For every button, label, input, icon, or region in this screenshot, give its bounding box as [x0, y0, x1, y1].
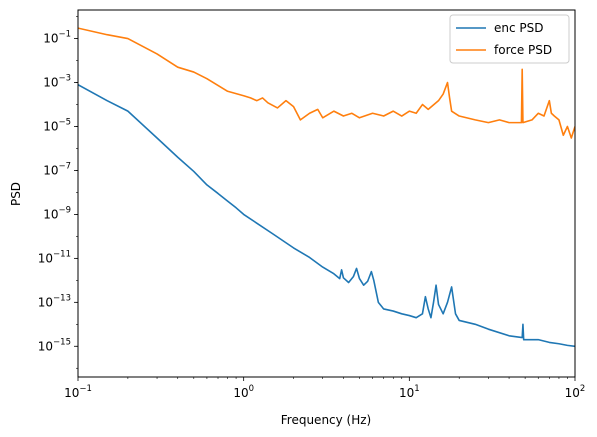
legend-label-enc-psd: enc PSD — [494, 21, 544, 35]
legend: enc PSD force PSD — [449, 14, 570, 64]
y-tick-label-7: 10−15 — [38, 337, 71, 353]
x-tick-label-1: 100 — [233, 384, 254, 400]
y-tick-label-4: 10−9 — [43, 205, 71, 221]
series-line-1 — [78, 27, 575, 139]
plot-area — [78, 10, 575, 377]
y-tick-label-0: 10−1 — [43, 30, 71, 46]
series-line-0 — [78, 83, 575, 348]
x-tick-label-0: 10−1 — [64, 384, 92, 400]
x-tick-label-3: 102 — [565, 384, 586, 400]
y-tick-label-1: 10−3 — [43, 74, 71, 90]
x-axis-label: Frequency (Hz) — [281, 413, 372, 427]
y-tick-label-5: 10−11 — [38, 249, 71, 265]
x-axis: 10−1 100 101 102 — [64, 377, 585, 400]
y-axis-label: PSD — [9, 182, 23, 206]
y-tick-label-6: 10−13 — [38, 293, 71, 309]
series-layer — [78, 27, 575, 348]
legend-box — [449, 14, 570, 64]
legend-label-force-psd: force PSD — [494, 43, 552, 57]
y-axis: 10−1 10−3 10−5 10−7 10−9 10−11 10−13 10−15 — [38, 16, 78, 369]
plot-frame — [77, 9, 576, 378]
y-tick-label-3: 10−7 — [43, 161, 71, 177]
y-tick-label-2: 10−5 — [43, 118, 71, 134]
x-tick-label-2: 101 — [399, 384, 420, 400]
